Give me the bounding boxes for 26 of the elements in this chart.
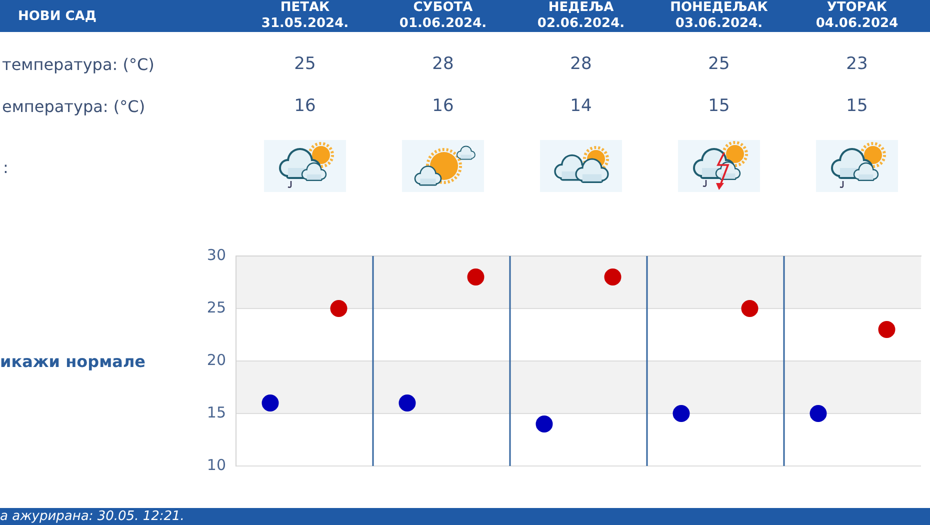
data-label: 16: [293, 96, 317, 116]
text: СУБОТА 01.06.2024.: [398, 0, 488, 32]
data-label: 15: [845, 96, 869, 116]
data-label: 28: [431, 54, 455, 74]
data-label: 28: [569, 54, 593, 74]
data-label: 25: [293, 54, 317, 74]
text: НЕДЕЉА 02.06.2024.: [536, 0, 626, 32]
y-tick-label: 20: [206, 350, 226, 369]
y-tick-label: 15: [206, 403, 226, 422]
text: УТОРАК 04.06.2024: [814, 0, 900, 32]
data-label: 16: [431, 96, 455, 116]
y-tick-label: 10: [206, 456, 226, 474]
y-tick-label: 30: [206, 246, 226, 264]
text: ПЕТАК 31.05.2024.: [260, 0, 350, 32]
text: :: [3, 158, 8, 177]
text: температура: (°C): [2, 55, 154, 74]
text: НОВИ САД: [18, 9, 96, 24]
data-label: 25: [707, 54, 731, 74]
data-label: 15: [707, 96, 731, 116]
text: а ажурирана: 30.05. 12:21.: [0, 509, 184, 524]
text: емпература: (°C): [2, 97, 146, 116]
text: икажи нормале: [0, 352, 146, 371]
data-label: 23: [845, 54, 869, 74]
text: ПОНЕДЕЉАК 03.06.2024.: [669, 0, 769, 32]
data-label: 14: [569, 96, 593, 116]
y-tick-label: 25: [206, 298, 226, 316]
